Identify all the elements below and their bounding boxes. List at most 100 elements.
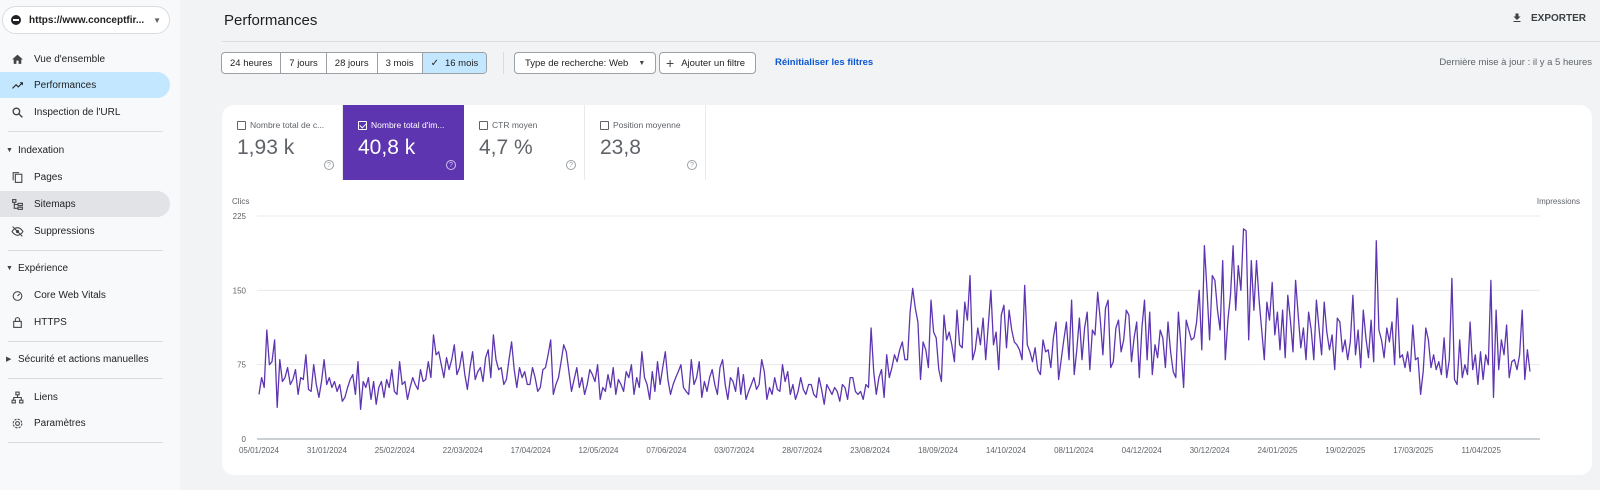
checkbox[interactable] <box>479 120 488 130</box>
sidebar-item-label: Core Web Vitals <box>34 289 106 301</box>
sidebar-item-overview[interactable]: Vue d'ensemble <box>0 46 170 72</box>
sidebar-section-experience[interactable]: ▼ Expérience <box>0 255 170 281</box>
site-favicon-icon <box>11 15 21 25</box>
x-tick-label: 14/10/2024 <box>986 446 1027 455</box>
checkbox[interactable] <box>600 120 609 130</box>
search-type-dropdown[interactable]: Type de recherche: Web ▼ <box>514 52 657 74</box>
sidebar-item-removals[interactable]: Suppressions <box>0 218 170 244</box>
sidebar-item-https[interactable]: HTTPS <box>0 309 170 335</box>
caret-right-icon: ▶ <box>6 356 12 363</box>
x-tick-label: 04/12/2024 <box>1122 446 1163 455</box>
sidebar-item-label: Vue d'ensemble <box>34 53 106 65</box>
x-tick-label: 23/08/2024 <box>850 446 891 455</box>
add-filter-button[interactable]: + Ajouter un filtre <box>659 52 757 74</box>
sidebar-item-label: Pages <box>34 171 63 183</box>
metric-value: 1,93 k <box>237 136 295 159</box>
sidebar: https://www.conceptfir... ▼ Vue d'ensemb… <box>0 0 180 490</box>
metric-average-position[interactable]: Position moyenne 23,8 ? <box>585 105 706 180</box>
sidebar-item-label: HTTPS <box>34 316 67 328</box>
pages-icon <box>11 171 24 184</box>
gear-icon <box>11 417 24 430</box>
metric-label: Position moyenne <box>613 120 681 130</box>
y-tick-label: 150 <box>233 286 247 295</box>
y-tick-label: 0 <box>242 435 247 444</box>
x-tick-label: 18/09/2024 <box>918 446 959 455</box>
caret-down-icon: ▼ <box>6 146 13 154</box>
chevron-down-icon: ▼ <box>153 15 161 25</box>
range-28d-button[interactable]: 28 jours <box>327 53 378 73</box>
metric-label: CTR moyen <box>492 120 538 130</box>
x-tick-label: 03/07/2024 <box>714 446 755 455</box>
sidebar-item-pages[interactable]: Pages <box>0 164 170 190</box>
range-16m-button[interactable]: ✓ 16 mois <box>422 53 487 73</box>
help-icon[interactable]: ? <box>324 160 334 170</box>
sidebar-divider <box>8 250 163 251</box>
sidebar-item-label: Suppressions <box>34 225 95 237</box>
x-tick-label: 24/01/2025 <box>1257 446 1298 455</box>
checkbox[interactable] <box>358 120 367 130</box>
metric-total-clicks[interactable]: Nombre total de c... 1,93 k ? <box>222 105 343 180</box>
filter-separator <box>503 52 504 74</box>
x-tick-label: 05/01/2024 <box>239 446 280 455</box>
metric-total-impressions[interactable]: Nombre total d'im... 40,8 k ? <box>343 105 464 180</box>
x-tick-label: 11/04/2025 <box>1461 446 1501 455</box>
metric-label: Nombre total de c... <box>250 120 325 130</box>
range-label: 16 mois <box>444 57 479 69</box>
links-icon <box>11 391 24 404</box>
caret-down-icon: ▼ <box>638 59 646 67</box>
sidebar-item-url-inspection[interactable]: Inspection de l'URL <box>0 99 170 125</box>
sidebar-item-label: Inspection de l'URL <box>34 106 121 118</box>
x-tick-label: 08/11/2024 <box>1054 446 1094 455</box>
download-icon <box>1513 13 1521 22</box>
impressions-series-line <box>258 228 1531 410</box>
help-icon[interactable]: ? <box>687 160 697 170</box>
search-icon <box>11 106 24 119</box>
sidebar-item-sitemaps[interactable]: Sitemaps <box>0 191 170 217</box>
sidebar-divider <box>8 442 163 443</box>
caret-down-icon: ▼ <box>6 264 13 272</box>
sidebar-item-label: Sitemaps <box>34 198 76 210</box>
checkbox[interactable] <box>237 120 246 130</box>
y-tick-label: 225 <box>233 212 247 221</box>
y-tick-label: 75 <box>237 361 246 370</box>
x-tick-label: 30/12/2024 <box>1190 446 1231 455</box>
reset-filters-link[interactable]: Réinitialiser les filtres <box>775 57 874 68</box>
x-tick-label: 07/06/2024 <box>646 446 687 455</box>
section-label: Sécurité et actions manuelles <box>18 353 149 365</box>
gauge-icon <box>11 289 24 302</box>
home-icon <box>11 53 24 66</box>
export-button[interactable]: EXPORTER <box>1511 12 1586 24</box>
x-tick-label: 22/03/2024 <box>443 446 484 455</box>
sidebar-item-settings[interactable]: Paramètres <box>0 410 170 436</box>
help-icon[interactable]: ? <box>446 160 456 170</box>
sidebar-item-links[interactable]: Liens <box>0 384 170 410</box>
sidebar-divider <box>8 131 163 132</box>
property-url: https://www.conceptfir... <box>29 14 145 26</box>
x-tick-label: 17/03/2025 <box>1393 446 1434 455</box>
performance-chart[interactable]: 0 75 150 225 05/01/2024 31/01/2024 25/02/2024 2… <box>222 201 1592 469</box>
range-7d-button[interactable]: 7 jours <box>281 53 327 73</box>
plus-icon: + <box>666 55 675 71</box>
x-tick-label: 17/04/2024 <box>511 446 552 455</box>
section-label: Indexation <box>18 144 65 156</box>
metric-average-ctr[interactable]: CTR moyen 4,7 % ? <box>464 105 585 180</box>
help-icon[interactable]: ? <box>566 160 576 170</box>
sidebar-item-core-web-vitals[interactable]: Core Web Vitals <box>0 282 170 308</box>
export-label: EXPORTER <box>1530 12 1586 24</box>
add-filter-label: Ajouter un filtre <box>681 57 746 69</box>
last-update-text: Dernière mise à jour : il y a 5 heures <box>1439 57 1592 68</box>
page-title: Performances <box>224 12 318 29</box>
sitemap-icon <box>11 198 24 211</box>
x-tick-label: 28/07/2024 <box>782 446 823 455</box>
sidebar-section-indexation[interactable]: ▼ Indexation <box>0 137 170 163</box>
property-selector[interactable]: https://www.conceptfir... ▼ <box>2 6 170 34</box>
x-tick-label: 31/01/2024 <box>307 446 348 455</box>
header-divider <box>222 41 1600 42</box>
sidebar-item-performance[interactable]: Performances <box>0 72 170 98</box>
range-3m-button[interactable]: 3 mois <box>378 53 423 73</box>
sidebar-item-label: Performances <box>34 79 97 91</box>
sidebar-divider <box>8 378 163 379</box>
range-24h-button[interactable]: 24 heures <box>222 53 282 73</box>
sidebar-item-label: Liens <box>34 391 58 403</box>
sidebar-section-security[interactable]: ▶ Sécurité et actions manuelles <box>0 346 170 372</box>
